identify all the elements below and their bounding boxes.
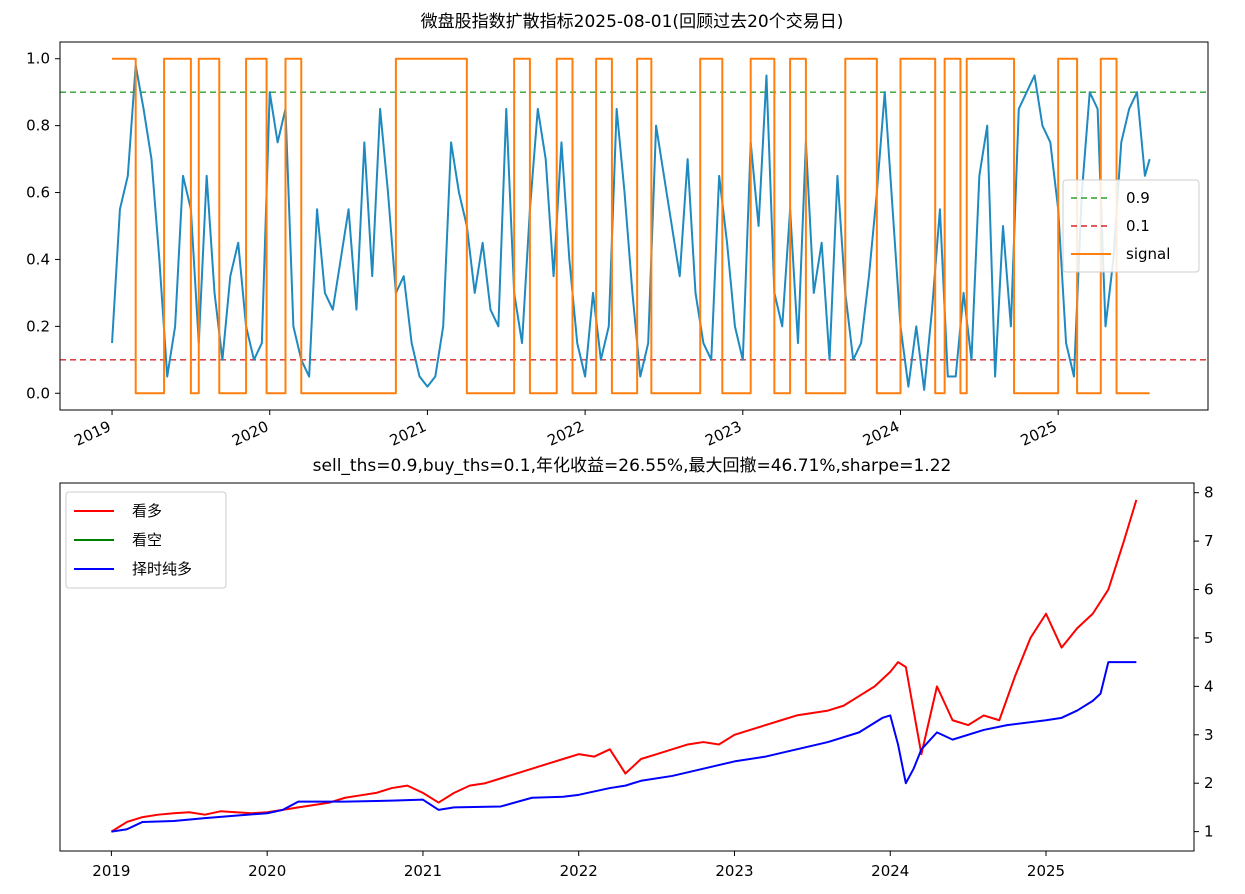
bottom-legend-box — [65, 491, 227, 589]
top-plot-area: 0.0 0.2 0.4 0.6 0.8 1.0 2019 2020 2021 2022 2023 20… — [26, 50, 1208, 450]
xtick-label: 2022 — [545, 417, 587, 449]
ytick-label: 2 — [1204, 774, 1214, 792]
ytick-label: 5 — [1204, 629, 1214, 647]
ytick-label: 0.8 — [26, 117, 50, 135]
ytick-label: 1.0 — [26, 50, 50, 68]
xtick-label: 2019 — [92, 862, 130, 880]
xtick-label: 2021 — [387, 417, 429, 449]
series-line-diffusion — [111, 64, 1151, 391]
xtick-label: 2024 — [860, 417, 902, 449]
series-line-择时纯多 — [111, 661, 1137, 833]
top-chart: 微盘股指数扩散指标2025-08-01(回顾过去20个交易日) 0.00.20.… — [26, 12, 1209, 450]
xtick-label: 2021 — [404, 862, 442, 880]
ytick-label: 0.6 — [26, 184, 50, 202]
series-line-signal — [112, 57, 1150, 395]
top-axes-frame — [59, 41, 1209, 411]
ytick-label: 0.0 — [26, 384, 50, 402]
legend-label-kankong: 看空 — [132, 531, 162, 549]
bottom-legend: 看多 看空 择时纯多 — [65, 491, 227, 589]
xtick-label: 2023 — [715, 862, 753, 880]
xtick-label: 2025 — [1027, 862, 1065, 880]
top-legend: 0.9 0.1 signal — [1062, 179, 1200, 273]
top-legend-box — [1062, 179, 1200, 273]
ytick-label: 0.2 — [26, 317, 50, 335]
ytick-label: 4 — [1204, 677, 1214, 695]
ytick-label: 0.4 — [26, 250, 50, 268]
series-line-看多 — [110, 499, 1138, 833]
ytick-label: 3 — [1204, 726, 1214, 744]
bottom-axes-frame — [59, 482, 1195, 852]
xtick-label: 2022 — [560, 862, 598, 880]
xtick-label: 2024 — [871, 862, 909, 880]
legend-label-kanduo: 看多 — [132, 502, 162, 520]
legend-label-signal: signal — [1126, 245, 1170, 263]
ytick-label: 6 — [1204, 581, 1214, 599]
top-chart-title: 微盘股指数扩散指标2025-08-01(回顾过去20个交易日) — [421, 12, 844, 32]
xtick-label: 2023 — [702, 417, 744, 449]
legend-label-0.9: 0.9 — [1126, 189, 1150, 207]
xtick-label: 2020 — [248, 862, 286, 880]
ytick-label: 8 — [1204, 484, 1214, 502]
bottom-chart: sell_ths=0.9,buy_ths=0.1,年化收益=26.55%,最大回… — [59, 456, 1214, 880]
xtick-label: 2025 — [1018, 417, 1060, 449]
legend-label-0.1: 0.1 — [1126, 217, 1150, 235]
ytick-label: 1 — [1204, 823, 1214, 841]
xtick-label: 2020 — [229, 417, 271, 449]
bottom-plot-area: 1 2 3 4 5 6 7 8 2019 2020 2021 2022 2023 2024 2025 — [92, 484, 1213, 880]
ytick-label: 7 — [1204, 532, 1214, 550]
legend-label-zeshi: 择时纯多 — [132, 560, 192, 578]
bottom-chart-title: sell_ths=0.9,buy_ths=0.1,年化收益=26.55%,最大回… — [313, 456, 952, 476]
xtick-label: 2019 — [72, 417, 114, 449]
